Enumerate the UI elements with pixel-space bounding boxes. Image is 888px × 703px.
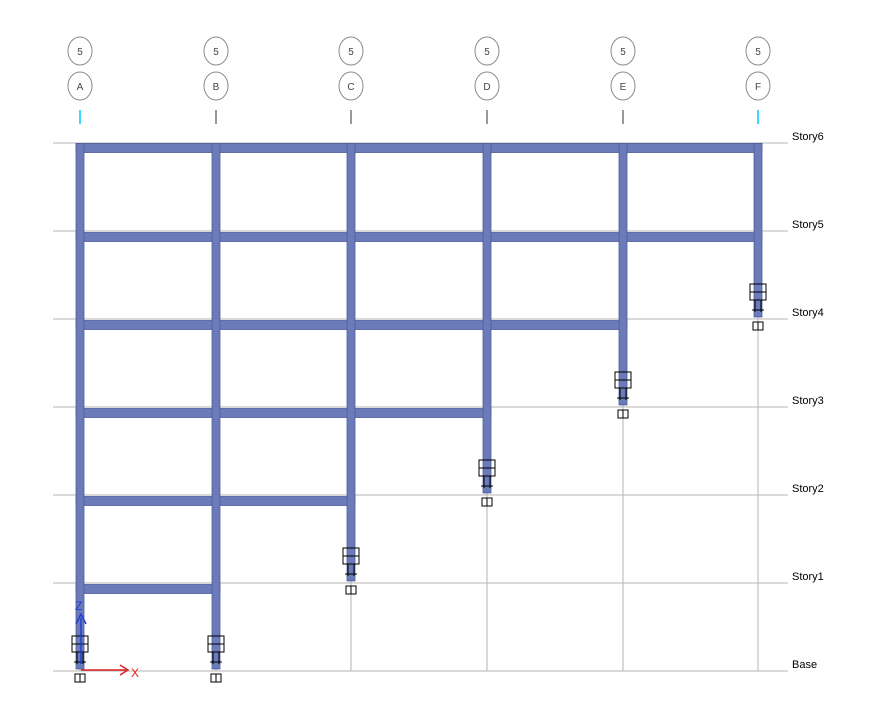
story-labels: Story6 Story5 Story4 Story3 Story2 Story1 Base bbox=[792, 131, 824, 671]
grid-bubble-top-c bbox=[338, 36, 364, 66]
story-label-story5: Story5 bbox=[792, 219, 824, 231]
beam-story1 bbox=[75, 584, 221, 594]
grid-bubble-top-label-c: 5 bbox=[348, 47, 354, 58]
story-label-story4: Story4 bbox=[792, 307, 824, 319]
x-axis-arrowhead bbox=[119, 664, 130, 676]
support-icon-f bbox=[749, 283, 767, 331]
beam-story6 bbox=[75, 143, 763, 153]
column-c bbox=[346, 143, 356, 582]
grid-bubble-bottom-a bbox=[67, 71, 93, 101]
grid-bubble-top-label-a: 5 bbox=[77, 47, 83, 58]
story-label-story3: Story3 bbox=[792, 395, 824, 407]
grid-bubble-bottom-b bbox=[203, 71, 229, 101]
support-icon-c bbox=[342, 547, 360, 595]
story-label-base: Base bbox=[792, 659, 817, 671]
column-b bbox=[211, 143, 221, 670]
grid-bubble-top-e bbox=[610, 36, 636, 66]
grid-bubble-bottom-d bbox=[474, 71, 500, 101]
axis-triad: Z X bbox=[75, 599, 139, 680]
supports bbox=[71, 283, 767, 683]
grid-bubble-f: 5F bbox=[745, 36, 771, 124]
grid-bubble-top-a bbox=[67, 36, 93, 66]
grid-bubble-b: 5B bbox=[203, 36, 229, 124]
story-label-story2: Story2 bbox=[792, 483, 824, 495]
support-icon-a bbox=[71, 635, 89, 683]
grid-bubble-top-label-e: 5 bbox=[620, 47, 626, 58]
grid-bubble-top-label-f: 5 bbox=[755, 47, 761, 58]
grid-bubble-e: 5E bbox=[610, 36, 636, 124]
grid-bubble-bottom-c bbox=[338, 71, 364, 101]
column-f bbox=[753, 143, 763, 318]
grid-bubble-bottom-label-d: D bbox=[483, 82, 490, 93]
support-icon-b bbox=[207, 635, 225, 683]
grid-bubble-bottom-label-f: F bbox=[755, 82, 761, 93]
x-axis-label: X bbox=[131, 666, 139, 680]
story-grid-lines bbox=[53, 142, 788, 672]
columns bbox=[75, 143, 763, 670]
grid-bubble-c: 5C bbox=[338, 36, 364, 124]
grid-bubble-bottom-f bbox=[745, 71, 771, 101]
support-icon-e bbox=[614, 371, 632, 419]
column-d bbox=[482, 143, 492, 494]
grid-bubble-bottom-label-e: E bbox=[620, 82, 627, 93]
beam-story3 bbox=[75, 408, 492, 418]
beams bbox=[75, 143, 763, 594]
grid-bubble-top-d bbox=[474, 36, 500, 66]
story-label-story6: Story6 bbox=[792, 131, 824, 143]
grid-bubble-d: 5D bbox=[474, 36, 500, 124]
z-axis-arrowhead bbox=[75, 612, 87, 625]
grid-bubble-a: 5A bbox=[67, 36, 93, 124]
grid-bubble-bottom-label-c: C bbox=[347, 82, 354, 93]
grid-bubble-bottom-label-b: B bbox=[213, 82, 220, 93]
grid-bubble-bottom-e bbox=[610, 71, 636, 101]
grid-bubble-bottom-label-a: A bbox=[77, 82, 84, 93]
grid-bubble-top-label-b: 5 bbox=[213, 47, 219, 58]
grid-bubble-top-f bbox=[745, 36, 771, 66]
support-icon-d bbox=[478, 459, 496, 507]
beam-story5 bbox=[75, 232, 763, 242]
z-axis-label: Z bbox=[75, 599, 82, 613]
story-label-story1: Story1 bbox=[792, 571, 824, 583]
grid-bubble-top-label-d: 5 bbox=[484, 47, 490, 58]
column-a bbox=[75, 143, 85, 670]
grid-bubble-top-b bbox=[203, 36, 229, 66]
column-e bbox=[618, 143, 628, 406]
